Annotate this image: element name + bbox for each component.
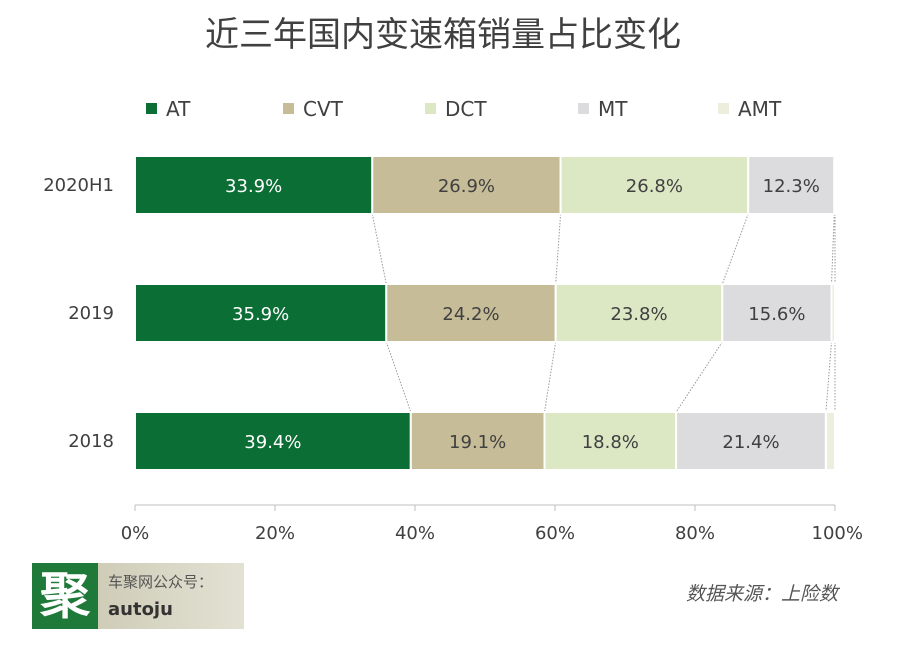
connector-line <box>371 213 387 285</box>
bar-at-2020h1 <box>134 155 374 215</box>
x-tick-label: 100% <box>812 523 863 544</box>
account-id: autoju <box>108 599 173 620</box>
bar-cvt-2018 <box>409 411 546 471</box>
data-label: 33.9% <box>225 176 282 197</box>
x-tick-label: 0% <box>121 523 150 544</box>
connector-line <box>675 341 723 413</box>
x-axis: 0% 20% 40% 60% 80% 100% <box>121 504 863 544</box>
legend-swatch-mt <box>578 103 589 114</box>
connector-line <box>831 213 835 285</box>
data-label: 12.3% <box>763 176 820 197</box>
connector-line <box>555 213 562 285</box>
data-label: 24.2% <box>442 304 499 325</box>
bar-dct-2020h1 <box>559 155 750 215</box>
connector-line <box>385 341 412 413</box>
connector-line <box>544 341 557 413</box>
account-label: 车聚网公众号： <box>108 573 214 591</box>
category-label: 2018 <box>68 431 114 452</box>
bar-amt-2018 <box>824 411 837 471</box>
legend-label-mt: MT <box>598 97 628 121</box>
category-labels: 2020H1 2019 2018 <box>43 175 114 452</box>
bar-mt-2020h1 <box>747 155 836 215</box>
data-label: 35.9% <box>232 304 289 325</box>
source-note: 数据来源：上险数 <box>686 583 839 605</box>
x-tick-label: 40% <box>395 523 435 544</box>
bar-mt-2018 <box>675 411 827 471</box>
bar-at-2019 <box>134 283 388 343</box>
data-label: 15.6% <box>748 304 805 325</box>
legend-label-amt: AMT <box>738 97 782 121</box>
data-label: 23.8% <box>610 304 667 325</box>
legend-swatch-dct <box>425 103 436 114</box>
bar-cvt-2020h1 <box>371 155 562 215</box>
legend-label-cvt: CVT <box>303 97 344 121</box>
brand-logo: 聚 车聚网公众号： autoju <box>32 563 244 629</box>
data-label: 18.8% <box>582 432 639 453</box>
logo-panel: 车聚网公众号： autoju <box>98 563 244 629</box>
bar-amt-2020h1 <box>833 155 836 215</box>
bar-amt-2019 <box>830 283 836 343</box>
legend: AT CVT DCT MT AMT <box>146 97 782 121</box>
chart-title: 近三年国内变速箱销量占比变化 <box>205 15 681 55</box>
legend-label-dct: DCT <box>445 97 487 121</box>
x-tick-label: 20% <box>255 523 295 544</box>
bars: 33.9% 26.9% 26.8% 12.3% 35.9% 24.2% 23.8% 15.6%… <box>134 155 837 471</box>
connector-line <box>825 341 832 413</box>
data-label: 26.9% <box>438 176 495 197</box>
data-label: 26.8% <box>626 176 683 197</box>
category-label: 2020H1 <box>43 175 114 196</box>
connector-line <box>721 213 749 285</box>
legend-swatch-at <box>146 103 157 114</box>
bar-cvt-2019 <box>385 283 557 343</box>
connector-lines <box>371 213 836 413</box>
legend-label-at: AT <box>166 97 191 121</box>
data-label: 39.4% <box>244 432 301 453</box>
bar-at-2018 <box>134 411 412 471</box>
bar-mt-2019 <box>721 283 833 343</box>
x-tick-label: 80% <box>675 523 715 544</box>
data-label: 19.1% <box>449 432 506 453</box>
x-tick-label: 60% <box>535 523 575 544</box>
legend-swatch-cvt <box>283 103 294 114</box>
data-label: 21.4% <box>722 432 779 453</box>
logo-mark: 聚 <box>32 563 98 629</box>
category-label: 2019 <box>68 303 114 324</box>
bar-dct-2018 <box>543 411 678 471</box>
legend-swatch-amt <box>718 103 729 114</box>
